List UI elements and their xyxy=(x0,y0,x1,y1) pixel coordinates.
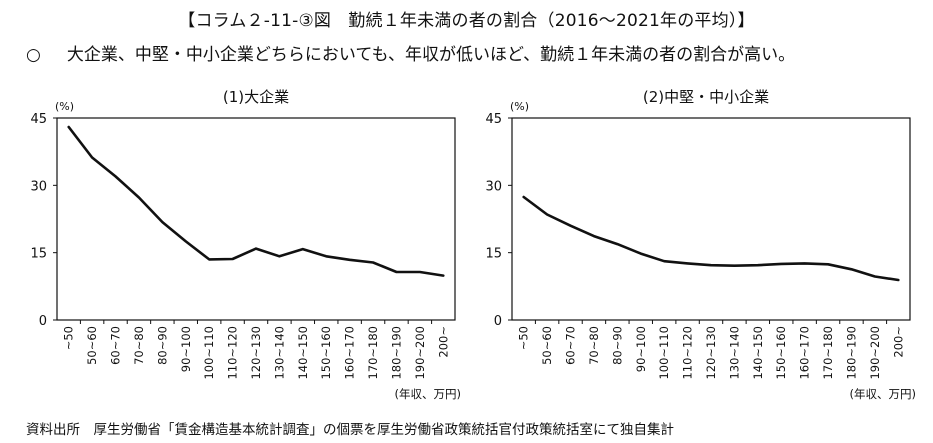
y-tick-label: 30 xyxy=(485,179,502,194)
x-tick-label: 110~120 xyxy=(226,326,240,380)
x-tick-label: 150~160 xyxy=(774,326,788,380)
y-tick-label: 0 xyxy=(39,314,47,329)
x-tick-label: 130~140 xyxy=(727,326,741,380)
x-tick-label: 120~130 xyxy=(704,326,718,380)
x-tick-label: 80~90 xyxy=(610,326,624,365)
x-tick-label: 190~200 xyxy=(413,326,427,380)
summary-line: ○ 大企業、中堅・中小企業どちらにおいても、年収が低いほど、勤続１年未満の者の割合… xyxy=(26,40,795,65)
x-tick-label: 60~70 xyxy=(109,326,123,365)
x-tick-label: 130~140 xyxy=(272,326,286,380)
x-tick-label: ~50 xyxy=(62,326,76,350)
x-tick-label: 70~80 xyxy=(132,326,146,365)
x-tick-label: 70~80 xyxy=(587,326,601,365)
x-tick-label: 100~110 xyxy=(202,326,216,380)
summary-text: 大企業、中堅・中小企業どちらにおいても、年収が低いほど、勤続１年未満の者の割合が… xyxy=(66,45,796,65)
x-tick-label: 110~120 xyxy=(681,326,695,380)
x-unit-label: (年収、万円) xyxy=(850,387,916,401)
x-tick-label: 160~170 xyxy=(343,326,357,380)
x-tick-label: 170~180 xyxy=(366,326,380,380)
chart-large-companies: (1)大企業 (%) 0 15 30 45 ~50 50~60 60~70 70~80 80~90 9… xyxy=(30,88,461,401)
x-tick-label: 170~180 xyxy=(821,326,835,380)
plot-frame xyxy=(511,117,911,321)
x-tick-label: 180~190 xyxy=(844,326,858,380)
y-tick-label: 15 xyxy=(485,247,502,262)
x-tick-label: 180~190 xyxy=(389,326,403,380)
y-tick-label: 0 xyxy=(494,314,502,329)
x-tick-label: 160~170 xyxy=(798,326,812,380)
x-tick-label: 90~100 xyxy=(634,326,648,372)
bullet-mark: ○ xyxy=(26,45,41,65)
x-tick-label: 50~60 xyxy=(85,326,99,365)
series-line xyxy=(67,125,445,277)
y-tick-label: 30 xyxy=(30,179,47,194)
x-tick-label: 120~130 xyxy=(249,326,263,380)
x-tick-label: 90~100 xyxy=(179,326,193,372)
x-tick-label: 140~150 xyxy=(296,326,310,380)
y-unit-label: (%) xyxy=(510,100,529,113)
chart-title: 【コラム２-11-③図 勤続１年未満の者の割合（2016～2021年の平均）】 xyxy=(178,11,755,31)
series-line xyxy=(522,195,900,282)
x-tick-label: 50~60 xyxy=(540,326,554,365)
x-tick-label: ~50 xyxy=(517,326,531,350)
y-tick-label: 45 xyxy=(485,112,502,127)
x-tick-label: 190~200 xyxy=(868,326,882,380)
y-tick-label: 15 xyxy=(30,247,47,262)
y-tick-label: 45 xyxy=(30,112,47,127)
x-tick-label: 100~110 xyxy=(657,326,671,380)
x-tick-label: 200~ xyxy=(891,326,905,358)
x-tick-label: 200~ xyxy=(436,326,450,358)
x-tick-label: 140~150 xyxy=(751,326,765,380)
x-tick-label: 150~160 xyxy=(319,326,333,380)
panel-title: (1)大企業 xyxy=(223,88,289,106)
source-note: 資料出所 厚生労働省「賃金構造基本統計調査」の個票を厚生労働省政策統括官付政策統… xyxy=(26,422,674,438)
panel-title: (2)中堅・中小企業 xyxy=(643,88,769,106)
y-unit-label: (%) xyxy=(55,100,74,113)
plot-frame xyxy=(56,117,456,321)
x-tick-label: 60~70 xyxy=(564,326,578,365)
x-unit-label: (年収、万円) xyxy=(395,387,461,401)
chart-mid-small-companies: (2)中堅・中小企業 (%) 0 15 30 45 ~50 50~60 60~70 70~80 80… xyxy=(485,88,916,401)
x-tick-label: 80~90 xyxy=(155,326,169,365)
